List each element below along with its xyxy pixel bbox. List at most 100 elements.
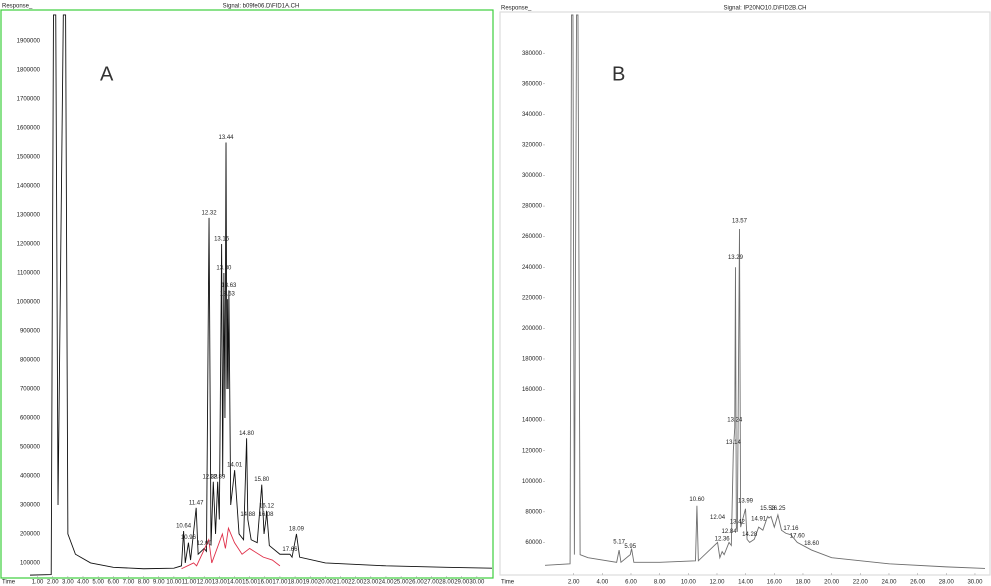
- x-tick-label: 27.00: [424, 580, 440, 586]
- x-tick-label: 26.00: [910, 580, 926, 586]
- x-tick-label: 7.00: [123, 580, 135, 586]
- peak-label: 15.80: [254, 477, 270, 483]
- x-tick-label: 13.00: [212, 580, 228, 586]
- y-tick-label: 1900000: [17, 39, 41, 45]
- x-tick-label: 20.00: [824, 580, 840, 586]
- peak-label: 13.53: [220, 292, 236, 298]
- peak-label: 13.30: [216, 266, 232, 272]
- x-tick-label: 2.00: [47, 580, 59, 586]
- y-tick-label: 1600000: [17, 126, 41, 132]
- y-tick-label: 1300000: [17, 213, 41, 219]
- panel-label: B: [612, 63, 625, 85]
- y-tick-label: 500000: [20, 445, 41, 451]
- panel-label: A: [100, 63, 114, 85]
- x-tick-label: 8.00: [654, 580, 666, 586]
- x-tick-label: 28.00: [939, 580, 955, 586]
- x-tick-label: 10.00: [681, 580, 697, 586]
- y-tick-label: 1200000: [17, 242, 41, 248]
- x-tick-label: 12.00: [709, 580, 725, 586]
- y-tick-label: 200000: [20, 532, 41, 538]
- x-tick-label: 20.00: [318, 580, 334, 586]
- plot-frame: [0, 9, 494, 579]
- y-tick-label: 340000: [522, 112, 543, 118]
- x-tick-label: 15.00: [242, 580, 258, 586]
- y-tick-label: 60000: [525, 540, 542, 546]
- peak-label: 16.12: [259, 503, 275, 509]
- peak-label: 12.32: [202, 210, 218, 216]
- x-tick-label: 22.00: [348, 580, 364, 586]
- x-tick-label: 11.00: [182, 580, 197, 586]
- y-tick-label: 200000: [522, 326, 543, 332]
- peak-label: 13.63: [221, 283, 237, 289]
- x-tick-label: 22.00: [853, 580, 869, 586]
- plot-frame: [499, 11, 991, 576]
- y-axis-label: Response_: [501, 6, 532, 12]
- y-tick-label: 300000: [20, 503, 41, 509]
- chart-title: Signal: b09fe06.D\FID1A.CH: [223, 4, 300, 10]
- peak-label: 15.53: [760, 506, 776, 512]
- y-tick-label: 160000: [522, 387, 543, 393]
- x-tick-label: 14.00: [738, 580, 754, 586]
- x-tick-label: 25.00: [394, 580, 410, 586]
- peak-label: 5.17: [613, 540, 625, 546]
- x-tick-label: 14.00: [227, 580, 243, 586]
- peak-label: 13.99: [738, 498, 754, 504]
- peak-label: 12.84: [722, 529, 738, 535]
- y-tick-label: 260000: [522, 234, 543, 240]
- y-tick-label: 1400000: [17, 184, 41, 190]
- peak-label: 13.15: [214, 237, 230, 243]
- x-tick-label: 1.00: [32, 580, 44, 586]
- peak-label: 14.91: [751, 517, 767, 523]
- y-tick-label: 140000: [522, 418, 543, 424]
- x-tick-label: 8.00: [138, 580, 150, 586]
- y-tick-label: 360000: [522, 81, 543, 87]
- y-tick-label: 80000: [525, 509, 542, 515]
- peak-label: 18.09: [289, 527, 305, 533]
- chart-title: Signal: IP20NO10.D\FID2B.CH: [723, 6, 806, 12]
- x-tick-label: 16.00: [767, 580, 783, 586]
- x-tick-label: 21.00: [333, 580, 349, 586]
- peak-label: 12.36: [715, 537, 731, 543]
- y-tick-label: 1700000: [17, 97, 41, 103]
- peak-label: 10.60: [689, 497, 705, 503]
- peak-label: 14.88: [240, 512, 256, 518]
- y-tick-label: 800000: [20, 358, 41, 364]
- y-tick-label: 1800000: [17, 68, 41, 74]
- x-tick-label: 10.00: [166, 580, 182, 586]
- x-tick-label: 6.00: [625, 580, 637, 586]
- y-axis-label: Response_: [2, 4, 33, 10]
- y-tick-label: 1500000: [17, 155, 41, 161]
- y-tick-label: 180000: [522, 357, 543, 363]
- y-tick-label: 100000: [522, 479, 543, 485]
- x-tick-label: 19.00: [303, 580, 319, 586]
- x-tick-label: 30.00: [967, 580, 983, 586]
- x-tick-label: 23.00: [363, 580, 379, 586]
- peak-label: 14.80: [239, 431, 255, 437]
- x-tick-label: 2.00: [568, 580, 580, 586]
- x-tick-label: 30.00: [469, 580, 485, 586]
- y-tick-label: 380000: [522, 51, 543, 57]
- x-tick-label: 18.00: [288, 580, 304, 586]
- x-tick-label: 24.00: [378, 580, 394, 586]
- y-tick-label: 900000: [20, 329, 41, 335]
- x-axis-label: Time: [2, 580, 16, 586]
- x-tick-label: 4.00: [596, 580, 608, 586]
- peak-label: 13.29: [728, 255, 744, 261]
- x-tick-label: 24.00: [881, 580, 897, 586]
- peak-label: 14.28: [742, 532, 758, 538]
- peak-label: 17.66: [282, 547, 298, 553]
- y-tick-label: 220000: [522, 295, 543, 301]
- x-tick-label: 3.00: [62, 580, 74, 586]
- y-tick-label: 280000: [522, 204, 543, 210]
- peak-label: 13.57: [732, 219, 748, 225]
- trace: [544, 14, 986, 569]
- peak-label: 10.96: [181, 535, 197, 541]
- x-tick-label: 28.00: [439, 580, 455, 586]
- y-tick-label: 1000000: [17, 300, 41, 306]
- y-tick-label: 600000: [20, 416, 41, 422]
- x-tick-label: 17.00: [272, 580, 288, 586]
- x-tick-label: 6.00: [107, 580, 119, 586]
- x-tick-label: 5.00: [92, 580, 104, 586]
- peak-label: 12.04: [710, 515, 726, 521]
